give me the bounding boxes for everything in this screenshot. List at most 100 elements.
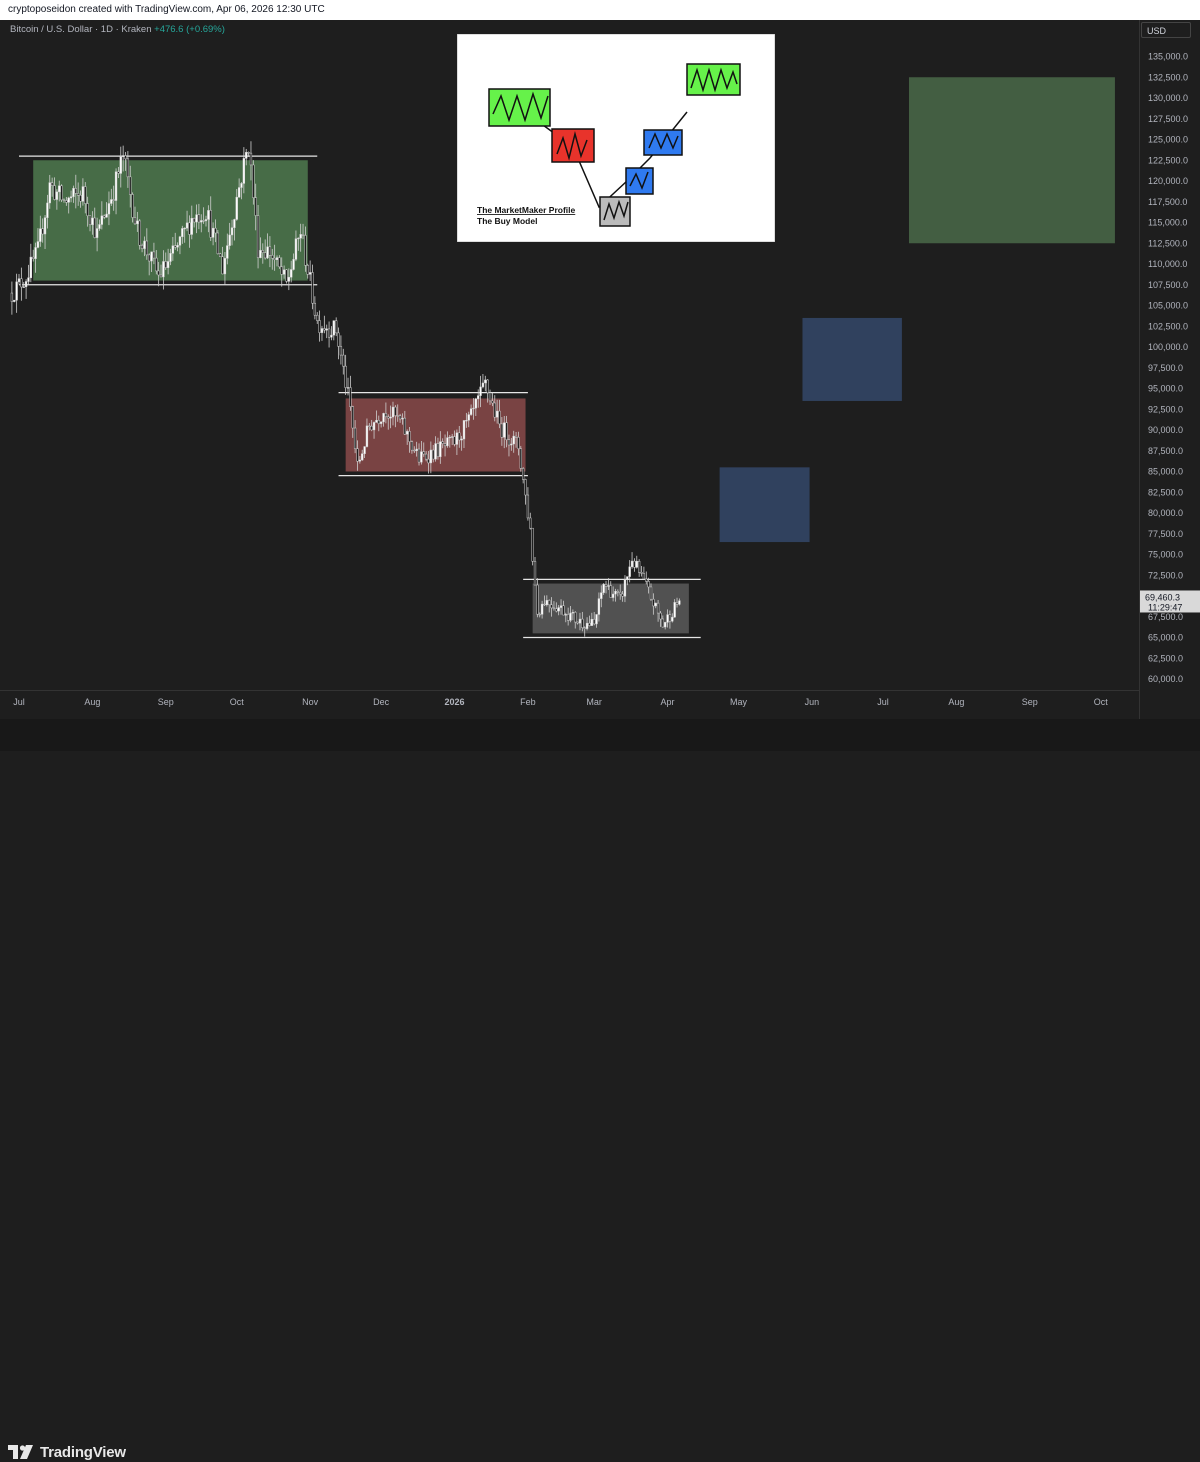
candle <box>623 575 627 603</box>
candle <box>424 451 428 462</box>
candle <box>529 512 532 530</box>
candle <box>432 444 435 463</box>
candle <box>611 586 615 602</box>
candle <box>297 237 300 251</box>
candle <box>443 434 447 457</box>
candle <box>346 377 350 396</box>
candle <box>204 215 208 227</box>
time-tick-label: Oct <box>230 697 245 707</box>
candle <box>176 242 179 252</box>
candle <box>150 251 153 273</box>
candle <box>531 527 534 566</box>
candle <box>185 210 189 232</box>
candle <box>356 440 359 471</box>
candle <box>536 578 539 618</box>
candle <box>259 237 262 259</box>
candle <box>588 615 591 627</box>
candle <box>264 239 267 260</box>
candle <box>256 205 260 269</box>
symbol-name: Bitcoin / U.S. Dollar · 1D · Kraken <box>10 24 152 35</box>
candle <box>20 267 23 301</box>
currency-selector[interactable]: USD <box>1141 22 1191 38</box>
candle <box>465 412 468 428</box>
time-tick-label: Sep <box>158 697 174 707</box>
candle <box>633 558 636 572</box>
candle <box>72 185 75 203</box>
candle <box>335 317 338 337</box>
candle <box>197 203 201 230</box>
price-tick-label: 122,500.0 <box>1148 155 1188 165</box>
candle <box>422 442 425 457</box>
candle <box>325 324 328 339</box>
candle <box>311 264 314 310</box>
candle <box>398 413 402 423</box>
price-tick-label: 100,000.0 <box>1148 342 1188 352</box>
candle <box>22 282 25 288</box>
candle <box>10 281 14 315</box>
candle <box>372 421 376 439</box>
zone-projection-3[interactable] <box>908 77 1115 244</box>
symbol-change: +476.6 (+0.69%) <box>154 24 225 35</box>
price-tick-label: 67,500.0 <box>1148 612 1183 622</box>
candle <box>581 611 584 632</box>
tradingview-logo[interactable]: TradingView <box>8 1442 126 1462</box>
candle <box>164 252 167 270</box>
price-tick-label: 102,500.0 <box>1148 321 1188 331</box>
price-tick-label: 132,500.0 <box>1148 72 1188 82</box>
candle <box>391 401 395 426</box>
candle <box>656 600 660 622</box>
candle <box>181 225 184 244</box>
candle <box>93 207 96 239</box>
candle <box>555 602 558 613</box>
candle <box>671 613 674 623</box>
candle <box>17 274 21 285</box>
candle <box>413 446 416 454</box>
candle <box>493 395 496 422</box>
candle <box>349 375 352 411</box>
candle <box>353 420 357 454</box>
price-tick-label: 82,500.0 <box>1148 487 1183 497</box>
price-axis[interactable]: 135,000.0 132,500.0 130,000.0 127,500.0 125,… <box>1139 20 1200 719</box>
candle <box>474 397 477 416</box>
price-tick-label: 110,000.0 <box>1148 259 1187 269</box>
candle <box>162 250 165 290</box>
candle <box>344 354 347 395</box>
candle <box>467 411 470 428</box>
candle <box>491 392 494 407</box>
candle <box>498 399 501 429</box>
candle <box>488 389 492 405</box>
candle <box>121 145 125 172</box>
candle <box>387 414 390 430</box>
zone-projection-2[interactable] <box>802 317 902 401</box>
candle <box>545 595 548 607</box>
chart-canvas[interactable] <box>0 20 1139 690</box>
candle <box>133 206 137 225</box>
candle <box>377 415 380 432</box>
tradingview-logo-icon <box>8 1445 33 1459</box>
inset-box-green-1 <box>488 88 551 127</box>
candle <box>351 405 354 438</box>
candle <box>668 610 672 629</box>
time-tick-label: Aug <box>948 697 964 707</box>
candle <box>95 217 99 252</box>
candle <box>174 232 177 250</box>
candle <box>62 198 66 203</box>
candle <box>600 585 603 608</box>
candle <box>219 252 222 258</box>
candle <box>268 236 272 268</box>
candle <box>214 219 217 243</box>
candle <box>495 399 499 424</box>
candle <box>285 268 288 284</box>
candle <box>235 188 238 221</box>
zone-projection-1[interactable] <box>719 467 810 543</box>
candle <box>593 611 596 626</box>
candle <box>604 580 608 594</box>
candle <box>571 609 575 621</box>
time-axis[interactable]: Jul Aug Sep Oct Nov Dec 2026 Feb Mar Apr May Jun Jul… <box>0 690 1139 720</box>
candle <box>292 253 295 271</box>
candle <box>616 589 620 597</box>
candle <box>410 440 414 454</box>
candle <box>595 614 598 628</box>
time-tick-label: Jun <box>805 697 820 707</box>
price-tick-label: 112,500.0 <box>1148 238 1187 248</box>
